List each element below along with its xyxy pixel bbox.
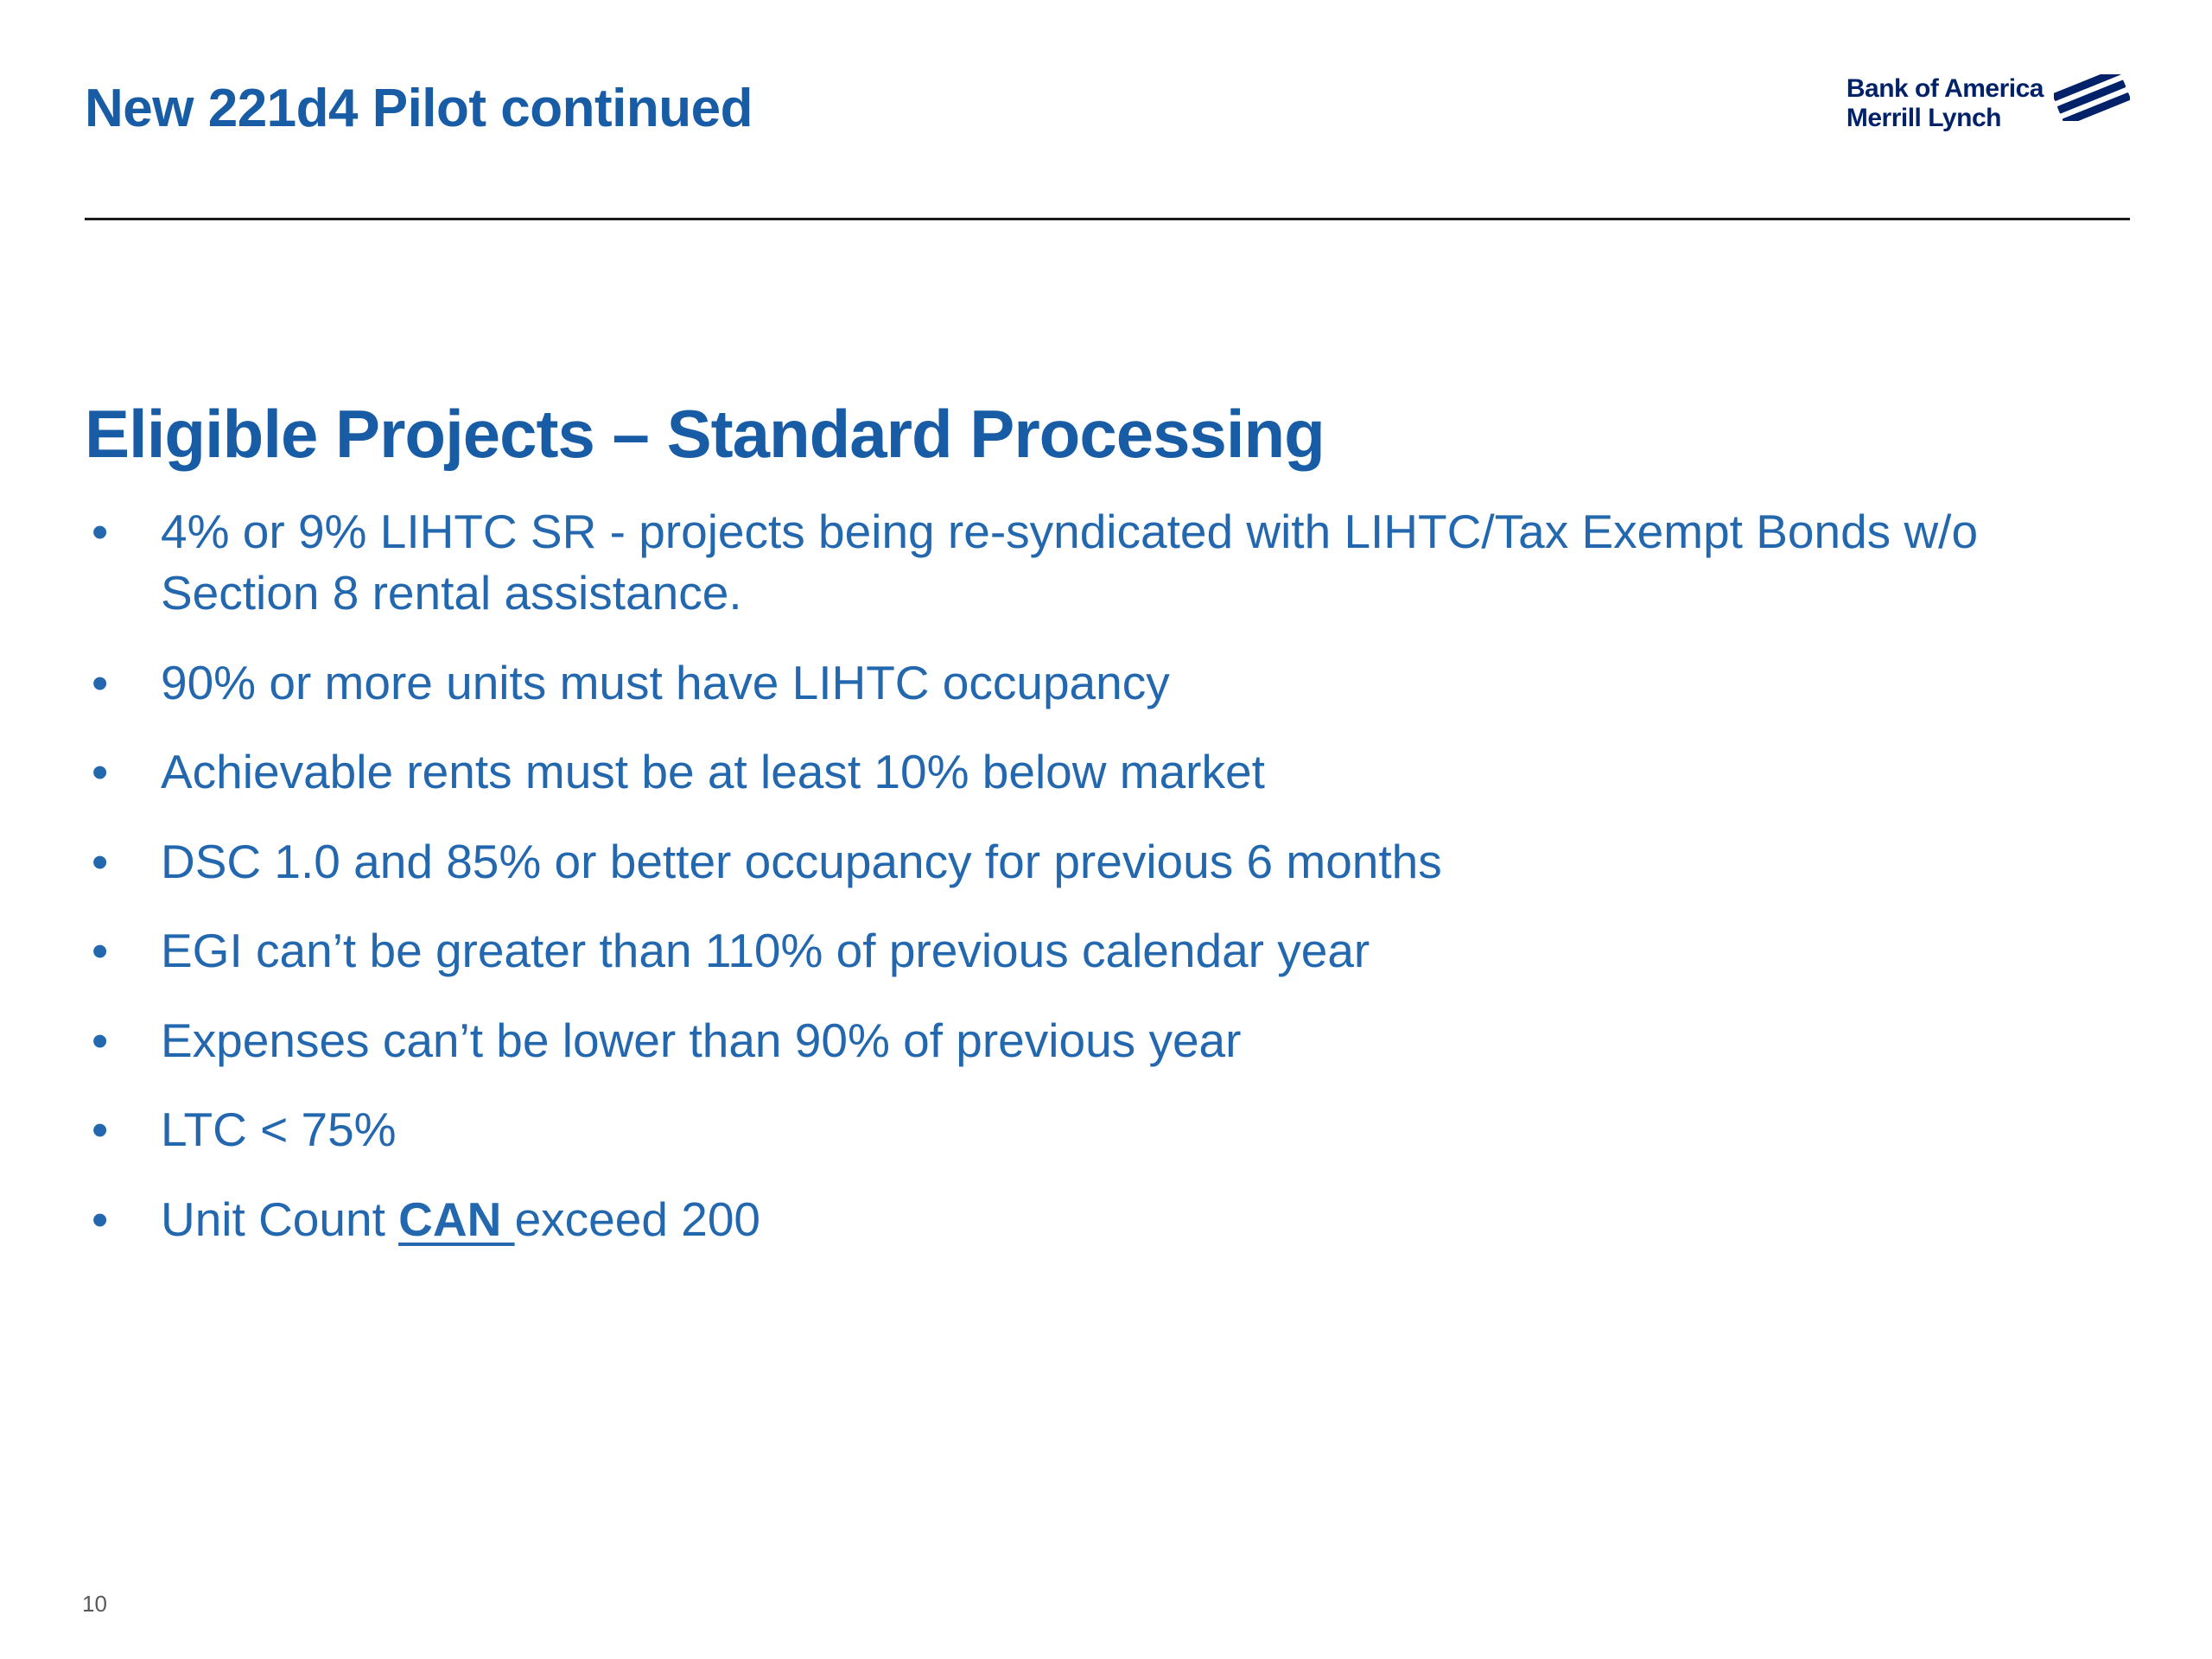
bullet-text-post: exceed 200: [514, 1192, 760, 1246]
bullet-item: Expenses can’t be lower than 90% of prev…: [85, 1010, 2117, 1072]
bullet-item: Achievable rents must be at least 10% be…: [85, 741, 2117, 804]
slide-content: Eligible Projects – Standard Processing …: [85, 397, 2117, 1278]
slide-title: New 221d4 Pilot continued: [85, 79, 753, 138]
bullet-text-pre: Unit Count: [161, 1192, 399, 1246]
page-number: 10: [82, 1591, 107, 1617]
bullet-item: 4% or 9% LIHTC SR - projects being re-sy…: [85, 501, 2117, 625]
logo-text: Bank of America Merrill Lynch: [1847, 74, 2044, 132]
section-heading: Eligible Projects – Standard Processing: [85, 396, 1325, 472]
bullet-item-unit-count: Unit Count CAN exceed 200: [85, 1189, 2117, 1251]
bullet-list: 4% or 9% LIHTC SR - projects being re-sy…: [85, 501, 2117, 1251]
bofa-flag-icon: [2054, 74, 2130, 121]
bank-of-america-merrill-lynch-logo: Bank of America Merrill Lynch: [1847, 74, 2130, 132]
bullet-item: LTC < 75%: [85, 1099, 2117, 1161]
bullet-item: EGI can’t be greater than 110% of previo…: [85, 920, 2117, 982]
bullet-text-emphasis: CAN: [398, 1192, 515, 1246]
title-divider: [85, 218, 2130, 220]
logo-line2: Merrill Lynch: [1846, 103, 2002, 132]
logo-line1: Bank of America: [1846, 74, 2044, 103]
bullet-item: DSC 1.0 and 85% or better occupancy for …: [85, 831, 2117, 893]
slide-header: New 221d4 Pilot continued Bank of Americ…: [85, 74, 2130, 138]
bullet-item: 90% or more units must have LIHTC occupa…: [85, 652, 2117, 715]
